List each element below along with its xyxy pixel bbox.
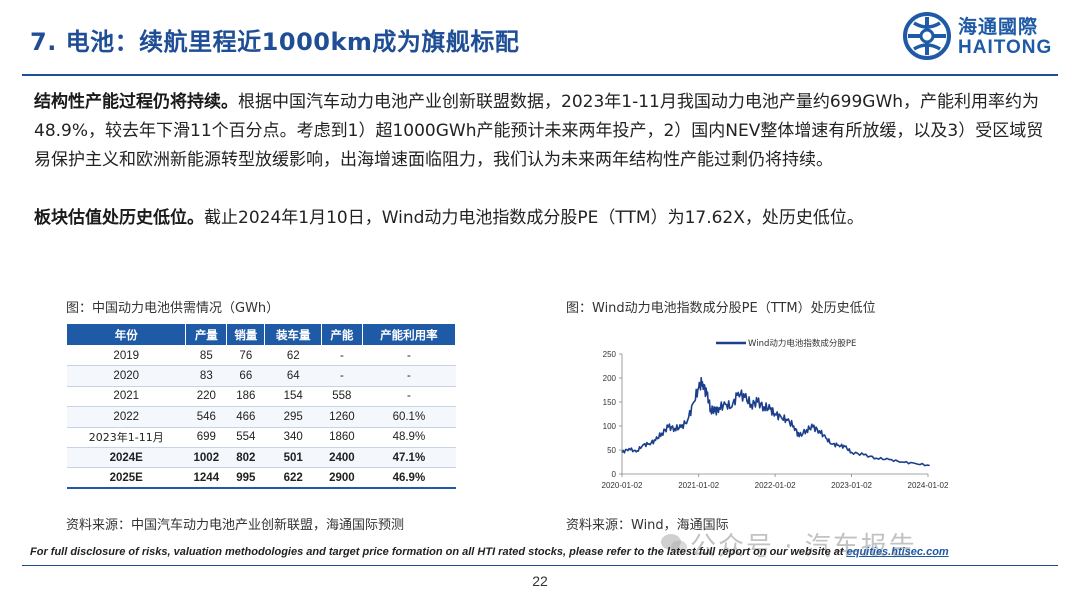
cell: 46.9% <box>362 467 456 490</box>
cell: 1244 <box>185 467 227 490</box>
cell: 554 <box>226 427 265 448</box>
y-tick-label: 100 <box>603 422 617 431</box>
cell: - <box>362 365 456 387</box>
disclosure-text: For full disclosure of risks, valuation … <box>30 546 949 558</box>
cell: 66 <box>226 365 265 387</box>
cell: - <box>321 345 363 367</box>
y-tick-label: 50 <box>607 446 616 455</box>
cell: 2023年1-11月 <box>66 427 186 448</box>
cell: 76 <box>226 345 265 367</box>
table-row: 2023年1-11月 699 554 340 1860 48.9% <box>66 427 456 448</box>
cell: 622 <box>264 467 322 490</box>
cell: 1002 <box>185 447 227 469</box>
cell: 2400 <box>321 447 363 469</box>
haitong-emblem-icon <box>903 12 951 60</box>
footer-divider <box>22 565 1058 566</box>
paragraph-valuation: 板块估值处历史低位。截止2024年1月10日，Wind动力电池指数成分股PE（T… <box>34 204 1054 233</box>
cell: 558 <box>321 386 363 408</box>
series-line-pe <box>621 376 930 467</box>
cell: 1260 <box>321 406 363 428</box>
cell: 48.9% <box>362 427 456 448</box>
y-tick-label: 200 <box>603 374 617 383</box>
cell: 995 <box>226 467 265 490</box>
table-row: 2022 546 466 295 1260 60.1% <box>66 406 456 428</box>
paragraph-capacity-text: 根据中国汽车动力电池产业创新联盟数据，2023年1-11月我国动力电池产量约69… <box>34 92 1044 170</box>
cell: - <box>362 345 456 367</box>
cell: 699 <box>185 427 227 448</box>
cell: - <box>321 365 363 387</box>
disclosure-body: For full disclosure of risks, valuation … <box>30 546 847 558</box>
logo-text-english: HAITONG <box>958 37 1053 58</box>
col-header-output: 产量 <box>185 323 228 346</box>
cell: 83 <box>185 365 227 387</box>
chart-legend: Wind动力电池指数成分股PE <box>716 338 856 349</box>
chart-source: 资料来源：Wind，海通国际 <box>566 518 729 533</box>
logo-text-chinese: 海通國際 <box>958 16 1039 38</box>
y-tick-label: 0 <box>612 470 617 479</box>
cell: 2900 <box>321 467 363 490</box>
table-row: 2021 220 186 154 558 - <box>66 386 456 408</box>
cell: 295 <box>264 406 322 428</box>
cell: - <box>362 386 456 408</box>
paragraph-capacity: 结构性产能过程仍将持续。根据中国汽车动力电池产业创新联盟数据，2023年1-11… <box>34 88 1054 175</box>
cell: 546 <box>185 406 227 428</box>
col-header-installed: 装车量 <box>264 323 322 346</box>
cell: 466 <box>226 406 265 428</box>
x-tick-label: 2022-01-02 <box>755 481 796 490</box>
cell: 220 <box>185 386 227 408</box>
wechat-watermark-icon <box>661 534 687 554</box>
cell: 501 <box>264 447 322 469</box>
cell: 802 <box>226 447 265 469</box>
col-header-sales: 销量 <box>226 323 266 346</box>
cell: 62 <box>264 345 322 367</box>
cell: 154 <box>264 386 322 408</box>
cell: 186 <box>226 386 265 408</box>
cell: 1860 <box>321 427 363 448</box>
cell: 2025E <box>66 467 186 490</box>
legend-label: Wind动力电池指数成分股PE <box>748 338 856 349</box>
cell: 2024E <box>66 447 186 469</box>
chart-caption: 图：Wind动力电池指数成分股PE（TTM）处历史低位 <box>566 301 876 316</box>
page-number: 22 <box>532 573 548 589</box>
x-tick-label: 2024-01-02 <box>908 481 948 490</box>
cell: 2019 <box>66 345 186 367</box>
cell: 340 <box>264 427 322 448</box>
cell: 47.1% <box>362 447 456 469</box>
table-row: 2024E 1002 802 501 2400 47.1% <box>66 447 456 469</box>
cell: 85 <box>185 345 227 367</box>
haitong-logo: 海通國際 HAITONG <box>902 10 1062 62</box>
chart-axes: 0 50 100 150 200 250 2020-01-02 2021-01-02 2022-… <box>602 350 948 490</box>
col-header-year: 年份 <box>65 323 187 346</box>
table-row: 2019 85 76 62 - - <box>66 345 456 367</box>
pe-line-chart: 0 50 100 150 200 250 2020-01-02 2021-01-02 2022-… <box>602 338 948 490</box>
table-source: 资料来源：中国汽车动力电池产业创新联盟，海通国际预测 <box>66 518 405 533</box>
paragraph-valuation-lead: 板块估值处历史低位。 <box>34 208 204 228</box>
y-tick-label: 250 <box>603 350 617 359</box>
table-caption: 图：中国动力电池供需情况（GWh） <box>66 301 280 316</box>
col-header-utilization: 产能利用率 <box>361 323 457 346</box>
slide-title: 7. 电池：续航里程近1000km成为旗舰标配 <box>30 28 520 56</box>
y-tick-label: 150 <box>603 398 617 407</box>
table-row: 2020 83 66 64 - - <box>66 365 456 387</box>
supply-demand-table: 年份 产量 销量 装车量 产能 产能利用率 2019 85 76 62 - - … <box>65 323 457 490</box>
paragraph-capacity-lead: 结构性产能过程仍将持续。 <box>34 92 238 112</box>
cell: 2020 <box>66 365 186 387</box>
x-tick-label: 2021-01-02 <box>678 481 719 490</box>
x-tick-label: 2020-01-02 <box>602 481 643 490</box>
table-row: 2025E 1244 995 622 2900 46.9% <box>66 467 456 490</box>
cell: 64 <box>264 365 322 387</box>
title-divider <box>22 74 1058 76</box>
table-header-row: 年份 产量 销量 装车量 产能 产能利用率 <box>65 323 457 346</box>
cell: 2022 <box>66 406 186 428</box>
watermark-text: 公众号 · 汽车报告 <box>690 532 917 562</box>
website-link[interactable]: equities.htisec.com <box>846 546 949 558</box>
x-tick-label: 2023-01-02 <box>831 481 872 490</box>
col-header-capacity: 产能 <box>320 323 363 346</box>
cell: 60.1% <box>362 406 456 428</box>
paragraph-valuation-text: 截止2024年1月10日，Wind动力电池指数成分股PE（TTM）为17.62X… <box>204 208 864 228</box>
cell: 2021 <box>66 386 186 408</box>
